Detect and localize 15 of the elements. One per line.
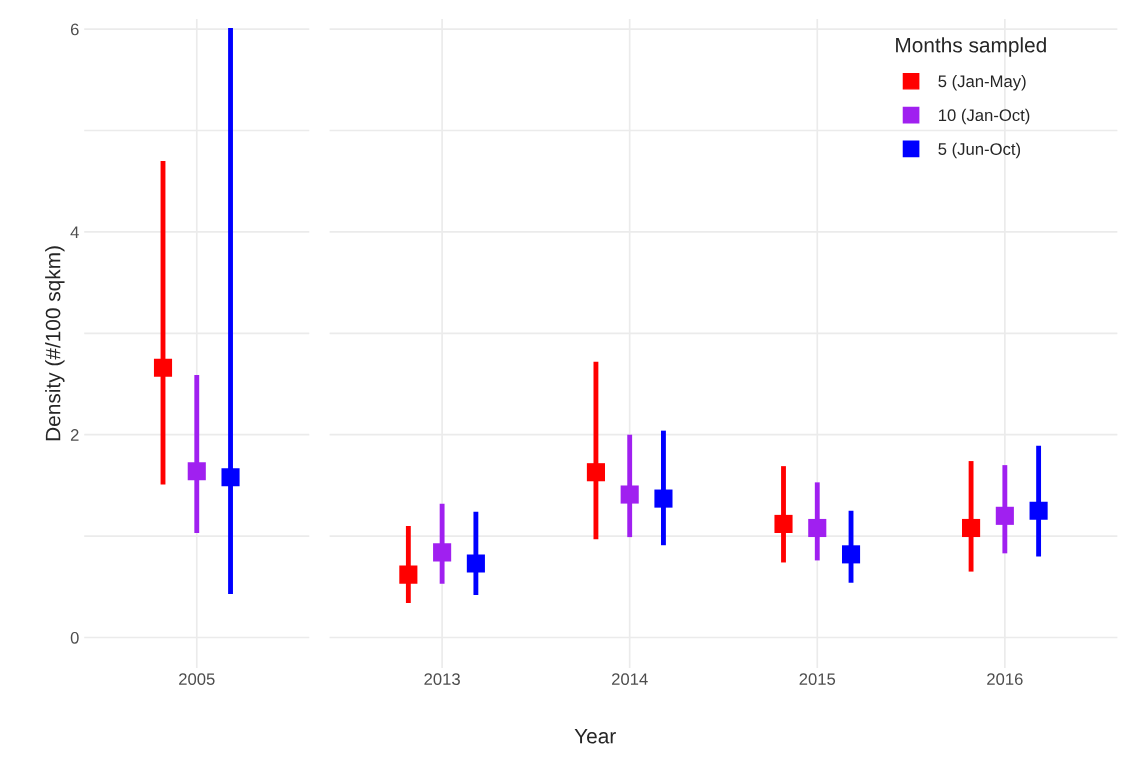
y-axis-title: Density (#/100 sqkm) — [45, 246, 65, 441]
legend-label: 10 (Jan-Oct) — [939, 108, 1030, 125]
x-tick-label: 2016 — [987, 673, 1023, 686]
x-tick-label: 2015 — [799, 673, 836, 686]
y-tick-label: 4 — [70, 226, 79, 238]
y-tick-label: 0 — [70, 631, 79, 644]
legend-label: 5 (Jan-May) — [938, 74, 1026, 91]
y-tick-label: 2 — [70, 429, 79, 441]
legend-label: 5 (Jun-Oct) — [938, 142, 1021, 159]
x-tick-label: 2014 — [611, 673, 648, 686]
x-tick-label: 2005 — [179, 673, 215, 686]
x-tick-label: 2013 — [424, 673, 460, 686]
x-axis-title: Year — [574, 728, 616, 744]
y-tick-label: 6 — [70, 23, 79, 36]
legend-title: Months sampled — [896, 37, 1046, 57]
